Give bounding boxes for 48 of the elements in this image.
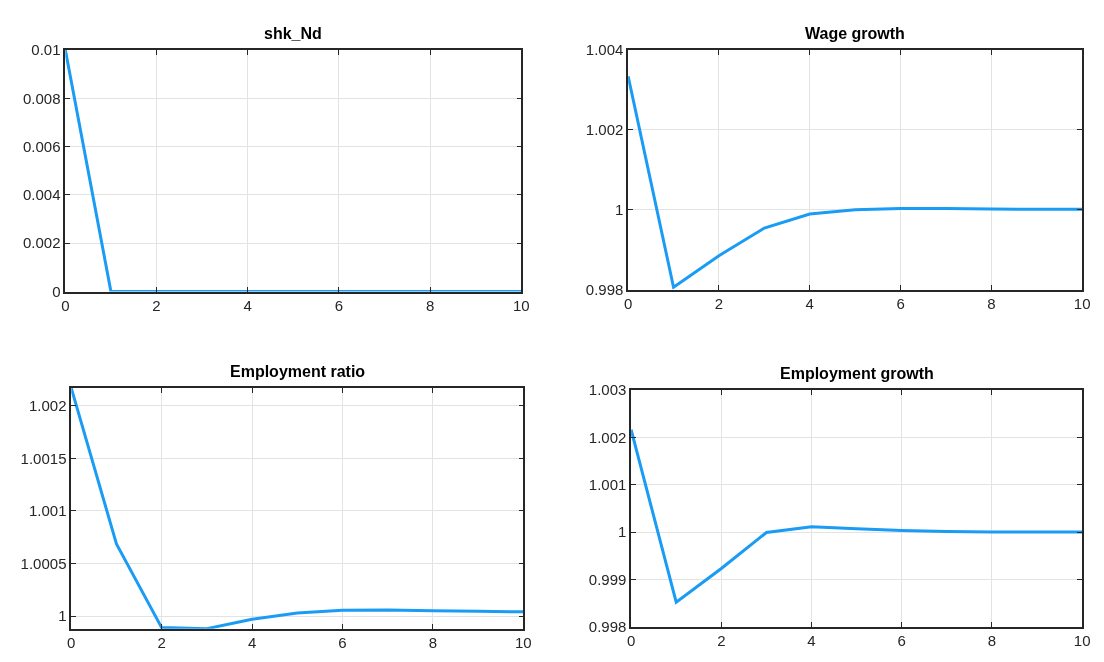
x-tick-label: 6	[896, 295, 905, 313]
chart-title: shk_Nd	[264, 25, 322, 42]
chart-title: Employment growth	[780, 365, 934, 382]
y-tick-label: 1	[58, 607, 67, 625]
y-tick-label: 1	[615, 200, 624, 218]
y-tick-label: 0.006	[23, 137, 61, 155]
y-tick-label: 1	[618, 523, 627, 541]
y-tick-label: 0.999	[588, 570, 627, 588]
x-tick-label: 6	[897, 632, 906, 650]
x-tick-label: 4	[243, 297, 252, 315]
y-tick-label: 1.002	[28, 397, 67, 415]
y-tick-label: 1.001	[588, 475, 627, 493]
x-tick-label: 6	[338, 634, 347, 652]
y-tick-label: 0.998	[588, 617, 627, 635]
y-tick-label: 0.002	[23, 234, 61, 252]
x-tick-label: 8	[987, 632, 997, 650]
x-tick-label: 8	[987, 295, 996, 313]
y-tick-label: 1.003	[588, 381, 627, 399]
x-tick-label: 2	[714, 295, 724, 313]
x-tick-label: 8	[425, 297, 435, 315]
y-tick-label: 1.002	[588, 428, 627, 446]
line-series	[71, 388, 524, 629]
x-tick-label: 10	[512, 297, 530, 315]
x-tick-label: 2	[152, 297, 161, 315]
y-tick-label: 0	[52, 282, 61, 300]
line-series	[628, 74, 1083, 289]
y-tick-label: 1.002	[585, 121, 624, 139]
y-tick-label: 1.0015	[20, 449, 67, 467]
line-series	[631, 428, 1083, 604]
chart-title: Employment ratio	[230, 363, 366, 380]
x-tick-label: 10	[514, 634, 532, 652]
y-tick-label: 1.001	[28, 502, 67, 520]
y-tick-label: 0.008	[23, 89, 61, 107]
x-tick-label: 10	[1073, 632, 1091, 650]
y-tick-label: 0.004	[23, 186, 61, 204]
y-tick-label: 1.0005	[20, 554, 67, 572]
x-tick-label: 8	[428, 634, 438, 652]
x-tick-label: 4	[247, 634, 257, 652]
y-tick-label: 0.998	[585, 280, 624, 298]
x-tick-label: 4	[805, 295, 814, 313]
y-tick-label: 1.004	[585, 41, 624, 59]
x-tick-label: 2	[717, 632, 726, 650]
chart-title: Wage growth	[805, 25, 905, 42]
x-tick-label: 2	[157, 634, 166, 652]
x-tick-label: 10	[1073, 295, 1091, 313]
x-tick-label: 6	[334, 297, 344, 315]
y-tick-label: 0.01	[31, 41, 61, 59]
x-tick-label: 4	[807, 632, 816, 650]
